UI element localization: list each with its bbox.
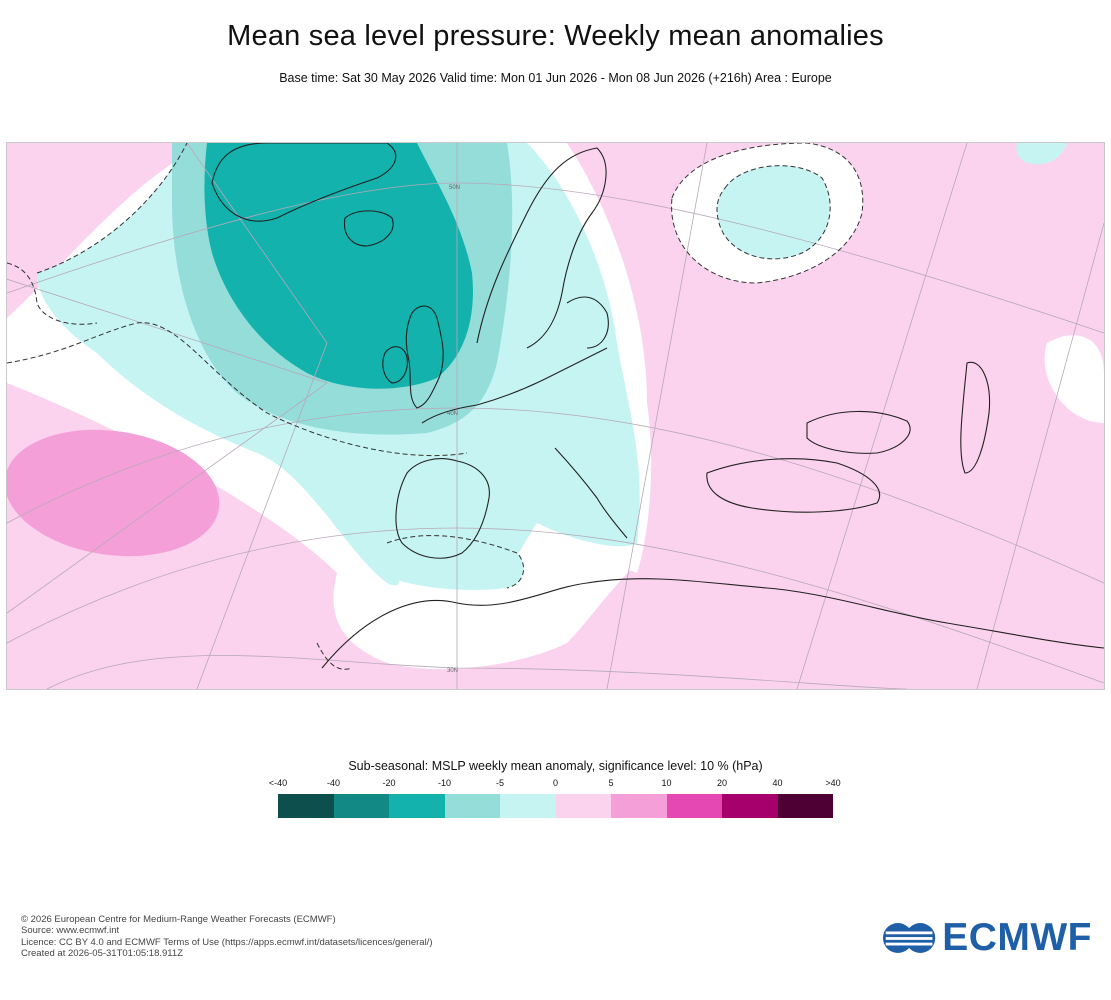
europe-west-coast bbox=[421, 347, 608, 424]
colorbar-tick-label: 10 bbox=[661, 778, 672, 788]
legend-title: Sub-seasonal: MSLP weekly mean anomaly, … bbox=[348, 759, 763, 773]
britain-coast bbox=[405, 305, 444, 409]
colorbar-swatch bbox=[333, 794, 389, 818]
graticule-label-40n: 40N bbox=[447, 411, 458, 417]
colorbar-swatch bbox=[389, 794, 445, 818]
colorbar-swatch bbox=[611, 794, 667, 818]
colorbar-swatch bbox=[278, 794, 334, 818]
colorbar bbox=[278, 794, 833, 818]
graticule-label-50n: 50N bbox=[449, 185, 460, 191]
footer-copyright: © 2026 European Centre for Medium-Range … bbox=[21, 914, 336, 925]
caspian-coast bbox=[960, 361, 991, 474]
colorbar-tick-label: 5 bbox=[608, 778, 614, 788]
colorbar-tick-label: -20 bbox=[382, 778, 396, 788]
northeast-negative-patch bbox=[1016, 143, 1067, 165]
colorbar-tick-label: <-40 bbox=[268, 778, 288, 788]
colorbar-swatch bbox=[555, 794, 611, 818]
colorbar-tick-label: -5 bbox=[495, 778, 505, 788]
iberia-coast bbox=[395, 458, 490, 559]
colorbar-tick-label: -10 bbox=[437, 778, 452, 788]
footer-source: Source: www.ecmwf.int bbox=[21, 925, 120, 937]
greenland-coast bbox=[211, 143, 397, 222]
iberia-negative-area bbox=[387, 535, 524, 590]
barents-low-core bbox=[717, 165, 831, 259]
ecmwf-logo-text: ECMWF bbox=[942, 916, 1092, 959]
colorbar-swatch bbox=[777, 794, 833, 818]
scandinavia-coast bbox=[476, 147, 607, 349]
colorbar-swatch bbox=[722, 794, 778, 818]
page-subtitle: Base time: Sat 30 May 2026 Valid time: M… bbox=[279, 71, 832, 85]
east-near-zero-patch bbox=[1044, 335, 1104, 423]
page-title: Mean sea level pressure: Weekly mean ano… bbox=[227, 20, 884, 52]
colorbar-swatch bbox=[500, 794, 556, 818]
ecmwf-logo: ECMWF bbox=[882, 914, 1092, 962]
ecmwf-logo-icon bbox=[882, 923, 936, 953]
ireland-coast bbox=[382, 346, 408, 384]
significance-contours bbox=[7, 143, 864, 670]
colorbar-tick-label: >40 bbox=[825, 778, 841, 788]
italy-coast bbox=[554, 447, 628, 539]
colorbar-tick-label: 20 bbox=[716, 778, 728, 788]
colorbar-tick-label: 40 bbox=[772, 778, 783, 788]
colorbar-ticks: <-40 -40 -20 -10 -5 0 5 10 20 40 >40 bbox=[269, 778, 841, 792]
colorbar-tick-label: -40 bbox=[326, 778, 341, 788]
colorbar-swatch bbox=[666, 794, 722, 818]
iceland-coast bbox=[343, 210, 394, 247]
anomaly-map: 50N 40N 30N bbox=[6, 142, 1105, 690]
north-atlantic-low-area bbox=[204, 143, 473, 389]
colorbar-swatch bbox=[444, 794, 500, 818]
map-svg: 50N 40N 30N bbox=[7, 143, 1104, 689]
footer-licence: Licence: CC BY 4.0 and ECMWF Terms of Us… bbox=[21, 936, 433, 948]
colorbar-tick-label: 0 bbox=[552, 778, 559, 788]
coastlines bbox=[211, 143, 1104, 669]
footer-credits: © 2026 European Centre for Medium-Range … bbox=[21, 914, 433, 960]
baltic-coast bbox=[566, 296, 609, 349]
north-africa-coast bbox=[321, 578, 1104, 669]
turkey-coast bbox=[706, 458, 880, 513]
black-sea-coast bbox=[806, 410, 911, 454]
graticule bbox=[7, 143, 1104, 689]
graticule-label-30n: 30N bbox=[447, 668, 458, 674]
footer-created: Created at 2026-05-31T01:05:18.911Z bbox=[21, 948, 183, 960]
azores-high-area bbox=[7, 429, 220, 557]
